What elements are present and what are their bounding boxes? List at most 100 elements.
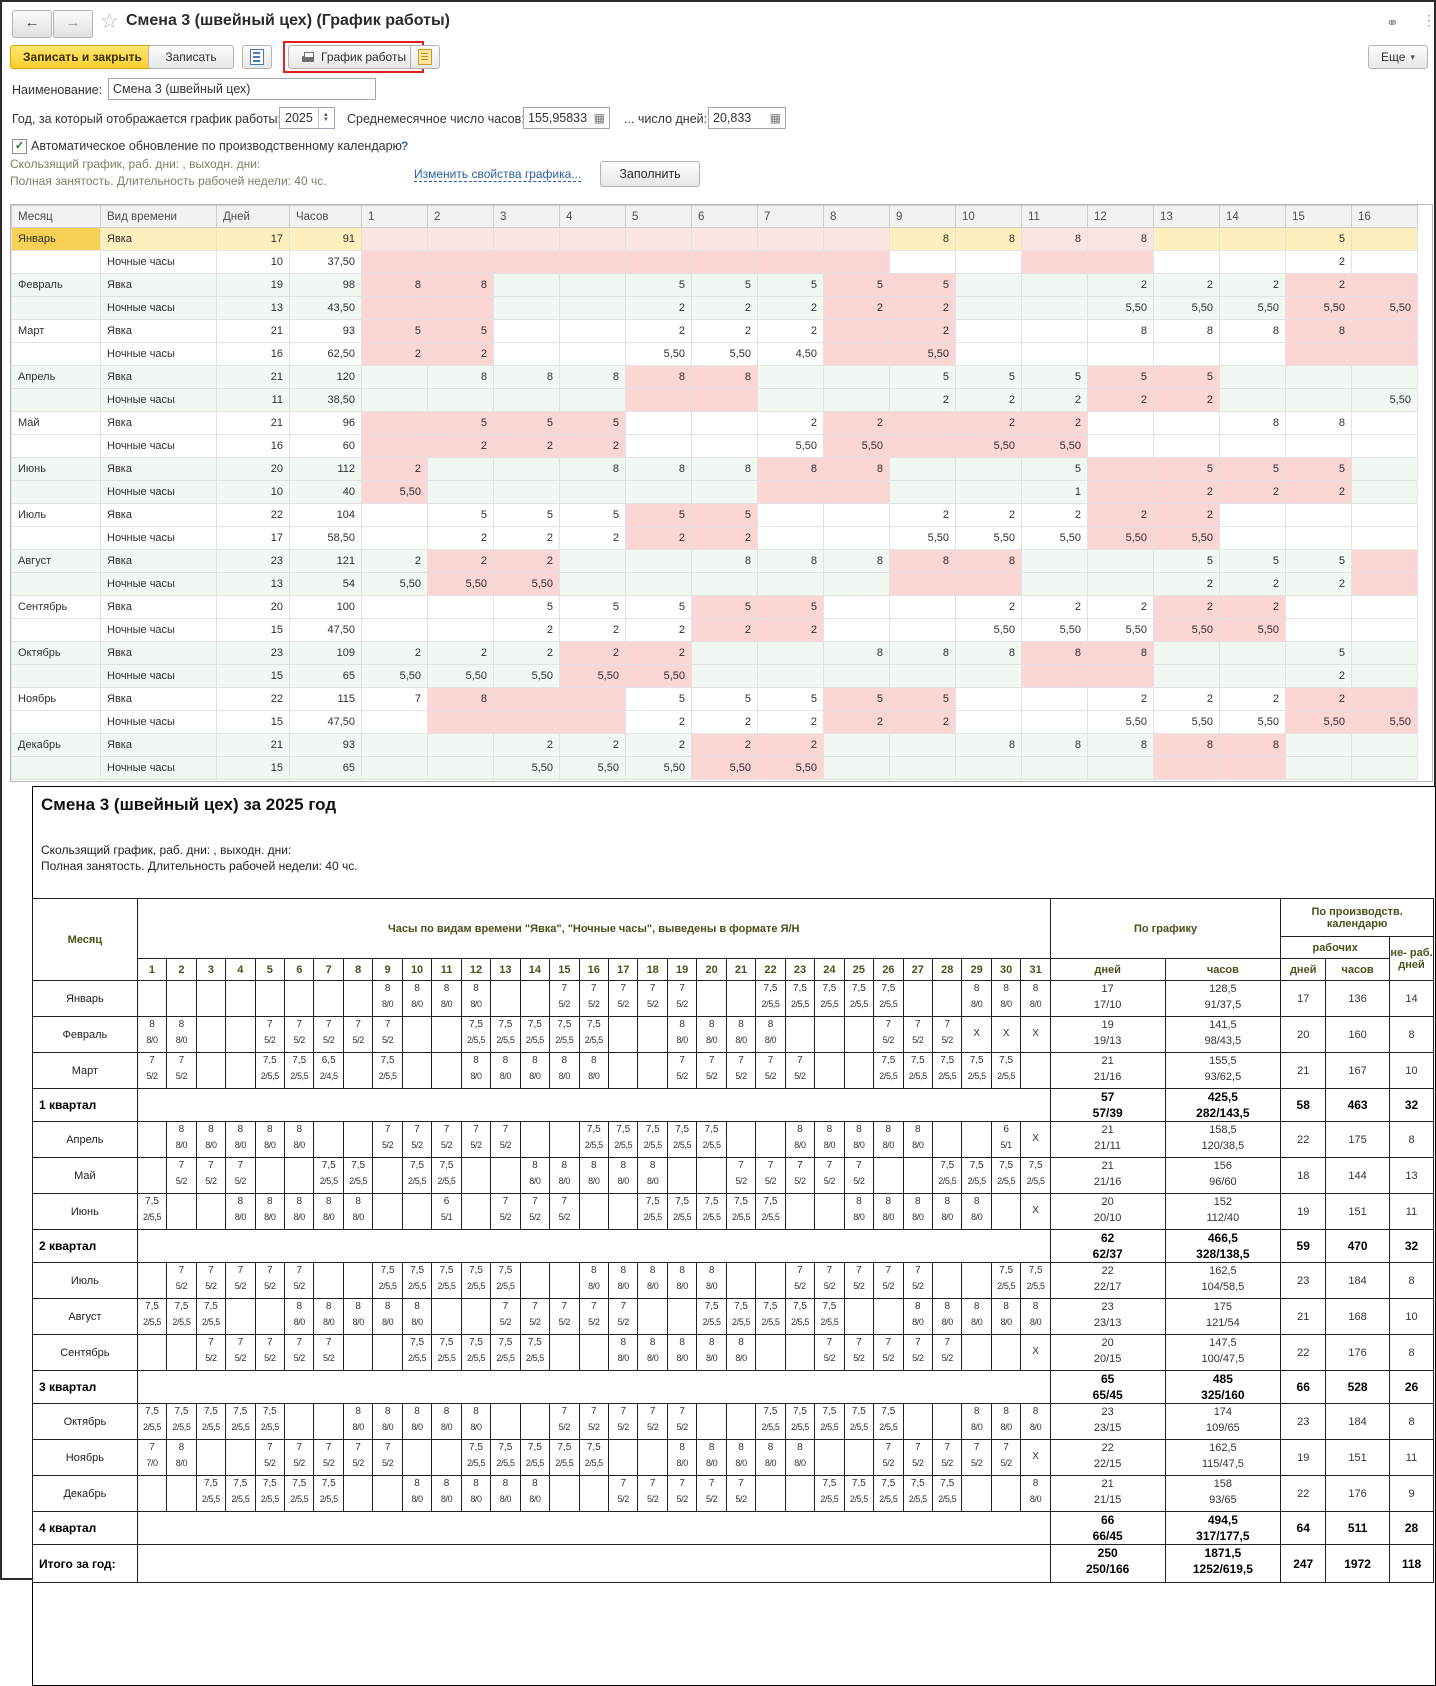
day-cell[interactable] bbox=[625, 250, 692, 274]
day-cell[interactable] bbox=[361, 411, 428, 435]
day-cell[interactable] bbox=[1219, 503, 1286, 527]
day-cell[interactable]: 2 bbox=[1153, 503, 1220, 527]
day-cell[interactable]: 2 bbox=[427, 342, 494, 366]
day-cell[interactable] bbox=[757, 664, 824, 688]
day-cell[interactable] bbox=[361, 526, 428, 550]
day-cell[interactable] bbox=[1351, 227, 1418, 251]
day-cell[interactable] bbox=[625, 434, 692, 458]
month-cell[interactable] bbox=[11, 664, 101, 688]
day-cell[interactable] bbox=[1219, 526, 1286, 550]
day-cell[interactable] bbox=[361, 733, 428, 757]
day-cell[interactable] bbox=[493, 250, 560, 274]
day-cell[interactable] bbox=[1285, 733, 1352, 757]
day-cell[interactable] bbox=[493, 388, 560, 412]
day-cell[interactable] bbox=[823, 227, 890, 251]
day-cell[interactable]: 8 bbox=[823, 641, 890, 665]
day-cell[interactable]: 8 bbox=[889, 641, 956, 665]
day-cell[interactable] bbox=[823, 572, 890, 596]
day-cell[interactable] bbox=[691, 411, 758, 435]
day-cell[interactable] bbox=[823, 342, 890, 366]
day-cell[interactable]: 2 bbox=[1285, 250, 1352, 274]
day-cell[interactable] bbox=[1021, 756, 1088, 780]
time-type-cell[interactable]: Ночные часы bbox=[100, 664, 217, 688]
hours-total-cell[interactable]: 47,50 bbox=[289, 618, 362, 642]
month-cell[interactable]: Март bbox=[11, 319, 101, 343]
day-cell[interactable]: 5 bbox=[559, 503, 626, 527]
day-cell[interactable] bbox=[1285, 434, 1352, 458]
back-button[interactable]: ← bbox=[12, 10, 52, 38]
day-cell[interactable] bbox=[757, 480, 824, 504]
day-cell[interactable]: 5,50 bbox=[823, 434, 890, 458]
day-cell[interactable]: 2 bbox=[427, 434, 494, 458]
day-cell[interactable] bbox=[955, 296, 1022, 320]
month-cell[interactable]: Май bbox=[11, 411, 101, 435]
hours-total-cell[interactable]: 100 bbox=[289, 595, 362, 619]
day-cell[interactable]: 2 bbox=[493, 641, 560, 665]
days-total-cell[interactable]: 16 bbox=[216, 342, 290, 366]
day-cell[interactable]: 2 bbox=[1021, 388, 1088, 412]
day-cell[interactable] bbox=[427, 710, 494, 734]
day-cell[interactable]: 2 bbox=[1285, 687, 1352, 711]
month-cell[interactable] bbox=[11, 526, 101, 550]
day-cell[interactable]: 8 bbox=[493, 365, 560, 389]
day-cell[interactable]: 5,50 bbox=[493, 756, 560, 780]
day-cell[interactable]: 5,50 bbox=[757, 434, 824, 458]
day-cell[interactable] bbox=[889, 250, 956, 274]
day-cell[interactable] bbox=[823, 733, 890, 757]
days-total-cell[interactable]: 22 bbox=[216, 503, 290, 527]
day-cell[interactable] bbox=[427, 227, 494, 251]
month-cell[interactable]: Январь bbox=[11, 227, 101, 251]
days-total-cell[interactable]: 23 bbox=[216, 641, 290, 665]
day-cell[interactable]: 5 bbox=[493, 595, 560, 619]
day-cell[interactable] bbox=[1153, 227, 1220, 251]
day-cell[interactable] bbox=[625, 572, 692, 596]
change-props-link[interactable]: Изменить свойства графика... bbox=[414, 167, 582, 182]
day-cell[interactable]: 2 bbox=[559, 434, 626, 458]
month-cell[interactable]: Октябрь bbox=[11, 641, 101, 665]
day-cell[interactable]: 5,50 bbox=[1153, 296, 1220, 320]
time-type-cell[interactable]: Ночные часы bbox=[100, 388, 217, 412]
day-cell[interactable]: 2 bbox=[1219, 572, 1286, 596]
day-cell[interactable]: 2 bbox=[1153, 480, 1220, 504]
day-cell[interactable] bbox=[1153, 250, 1220, 274]
day-cell[interactable]: 5 bbox=[823, 687, 890, 711]
day-cell[interactable] bbox=[1219, 434, 1286, 458]
help-icon[interactable]: ? bbox=[401, 139, 409, 153]
month-cell[interactable] bbox=[11, 250, 101, 274]
day-cell[interactable] bbox=[889, 595, 956, 619]
day-cell[interactable] bbox=[889, 664, 956, 688]
day-cell[interactable]: 2 bbox=[691, 526, 758, 550]
day-cell[interactable] bbox=[691, 434, 758, 458]
day-cell[interactable] bbox=[1087, 572, 1154, 596]
day-cell[interactable] bbox=[361, 434, 428, 458]
month-cell[interactable]: Июль bbox=[11, 503, 101, 527]
day-cell[interactable]: 7 bbox=[361, 687, 428, 711]
day-cell[interactable]: 2 bbox=[889, 710, 956, 734]
day-cell[interactable]: 5 bbox=[427, 503, 494, 527]
day-cell[interactable] bbox=[1351, 273, 1418, 297]
time-type-cell[interactable]: Явка bbox=[100, 733, 217, 757]
day-cell[interactable]: 8 bbox=[1285, 411, 1352, 435]
day-cell[interactable]: 2 bbox=[691, 319, 758, 343]
day-cell[interactable]: 2 bbox=[1219, 595, 1286, 619]
day-cell[interactable] bbox=[889, 457, 956, 481]
day-cell[interactable] bbox=[955, 756, 1022, 780]
day-cell[interactable]: 5,50 bbox=[955, 526, 1022, 550]
day-cell[interactable]: 8 bbox=[625, 457, 692, 481]
day-cell[interactable] bbox=[1351, 342, 1418, 366]
day-cell[interactable]: 2 bbox=[889, 503, 956, 527]
day-cell[interactable]: 8 bbox=[1153, 319, 1220, 343]
day-cell[interactable]: 5,50 bbox=[1153, 526, 1220, 550]
month-cell[interactable]: Июнь bbox=[11, 457, 101, 481]
day-cell[interactable]: 5 bbox=[1285, 227, 1352, 251]
time-type-cell[interactable]: Явка bbox=[100, 319, 217, 343]
favorite-star-icon[interactable]: ☆ bbox=[100, 10, 119, 33]
time-type-cell[interactable]: Явка bbox=[100, 549, 217, 573]
month-cell[interactable] bbox=[11, 296, 101, 320]
day-cell[interactable] bbox=[1351, 549, 1418, 573]
day-cell[interactable]: 8 bbox=[559, 365, 626, 389]
day-cell[interactable]: 2 bbox=[625, 526, 692, 550]
hours-total-cell[interactable]: 120 bbox=[289, 365, 362, 389]
time-type-cell[interactable]: Явка bbox=[100, 503, 217, 527]
time-type-cell[interactable]: Ночные часы bbox=[100, 434, 217, 458]
